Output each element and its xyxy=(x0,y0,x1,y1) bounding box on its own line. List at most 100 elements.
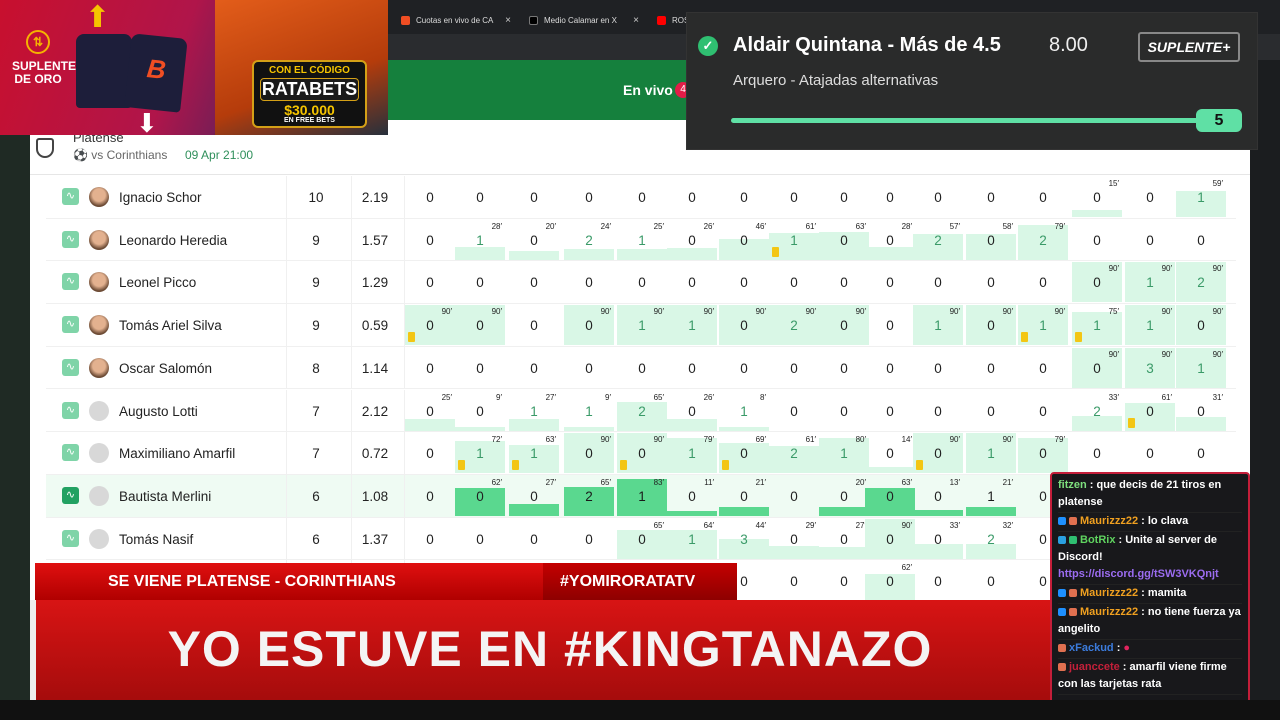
match-stat-cell[interactable]: 0 xyxy=(564,262,614,302)
match-stat-cell[interactable]: 1 90′ xyxy=(966,433,1016,474)
match-stat-cell[interactable]: 0 xyxy=(1176,220,1226,260)
match-stat-cell[interactable]: 1 90′ xyxy=(1125,305,1175,346)
match-stat-cell[interactable]: 0 90′ xyxy=(719,305,769,346)
browser-tab[interactable]: ROS xyxy=(651,10,773,30)
match-stat-cell[interactable]: 2 65′ xyxy=(564,476,614,516)
match-stat-cell[interactable]: 1 25′ xyxy=(617,220,667,260)
match-stat-cell[interactable]: 0 xyxy=(913,561,963,601)
match-stat-cell[interactable]: 0 xyxy=(564,348,614,388)
match-stat-cell[interactable]: 0 xyxy=(1018,476,1068,516)
match-stat-cell[interactable]: 0 33′ xyxy=(913,519,963,559)
match-stat-cell[interactable]: 0 xyxy=(509,177,559,217)
match-stat-cell[interactable]: 0 xyxy=(564,177,614,217)
match-stat-cell[interactable]: 0 31′ xyxy=(1176,391,1226,431)
match-stat-cell[interactable]: 0 xyxy=(913,177,963,217)
chart-icon[interactable]: ∿ xyxy=(62,273,79,291)
match-stat-cell[interactable]: 0 90′ xyxy=(966,305,1016,346)
match-stat-cell[interactable]: 0 xyxy=(719,561,769,601)
match-stat-cell[interactable]: 1 8′ xyxy=(719,391,769,431)
match-stat-cell[interactable]: 0 61′ xyxy=(1125,391,1175,431)
match-stat-cell[interactable]: 2 57′ xyxy=(913,220,963,260)
match-stat-cell[interactable]: 0 xyxy=(1018,348,1068,388)
match-stat-cell[interactable]: 0 xyxy=(617,177,667,217)
chart-icon[interactable]: ∿ xyxy=(62,444,79,462)
match-stat-cell[interactable]: 0 xyxy=(769,391,819,431)
match-stat-cell[interactable]: 1 90′ xyxy=(1125,262,1175,303)
match-stat-cell[interactable]: 0 46′ xyxy=(719,220,769,260)
match-stat-cell[interactable]: 0 xyxy=(966,348,1016,388)
match-stat-cell[interactable]: 0 14′ xyxy=(865,433,915,474)
match-stat-cell[interactable]: 0 xyxy=(966,561,1016,601)
player-row[interactable]: ∿ Tomás Ariel Silva 9 0.59 0 90′ 0 90′ 0 0 90′ 1 90′… xyxy=(46,304,1236,347)
match-stat-cell[interactable]: 0 90′ xyxy=(1176,305,1226,346)
player-row[interactable]: ∿ Tomás Nasif 6 1.37 0 0 0 0 0 65′ 1 64′ 3 44′ 0 29′ 0 27… xyxy=(46,517,1236,561)
match-stat-cell[interactable]: 0 62′ xyxy=(865,561,915,602)
match-stat-cell[interactable]: 3 90′ xyxy=(1125,347,1175,388)
match-stat-cell[interactable]: 0 90′ xyxy=(1072,262,1122,303)
match-stat-cell[interactable]: 0 xyxy=(913,348,963,388)
match-stat-cell[interactable]: 0 xyxy=(769,348,819,388)
match-stat-cell[interactable]: 0 xyxy=(865,262,915,302)
match-stat-cell[interactable]: 2 61′ xyxy=(769,433,819,474)
match-stat-cell[interactable]: 0 11′ xyxy=(667,476,717,516)
match-stat-cell[interactable]: 0 xyxy=(405,348,455,388)
match-stat-cell[interactable]: 2 32′ xyxy=(966,519,1016,559)
match-stat-cell[interactable]: 0 79′ xyxy=(1018,433,1068,474)
chart-icon[interactable]: ∿ xyxy=(62,316,79,334)
chat-username[interactable]: Maurizzz22 xyxy=(1080,515,1139,527)
match-stat-cell[interactable]: 0 xyxy=(405,433,455,473)
match-stat-cell[interactable]: 0 63′ xyxy=(819,220,869,260)
chat-username[interactable]: fitzen xyxy=(1058,479,1087,491)
chart-icon[interactable]: ∿ xyxy=(62,529,79,547)
match-stat-cell[interactable]: 0 58′ xyxy=(966,220,1016,260)
match-stat-cell[interactable]: 0 xyxy=(769,177,819,217)
match-stat-cell[interactable]: 1 27′ xyxy=(509,391,559,431)
player-name[interactable]: Leonardo Heredia xyxy=(119,232,228,248)
match-stat-cell[interactable]: 0 xyxy=(509,305,559,345)
player-row[interactable]: ∿ Leonel Picco 9 1.29 0 0 0 0 0 0 0 0 0 0 0 0 0 0 90′ 1 90′ 2… xyxy=(46,261,1236,305)
match-stat-cell[interactable]: 0 xyxy=(913,262,963,302)
player-name[interactable]: Tomás Nasif xyxy=(119,531,194,547)
match-stat-cell[interactable]: 0 90′ xyxy=(1072,347,1122,388)
match-stat-cell[interactable]: 0 28′ xyxy=(865,220,915,260)
chat-username[interactable]: Maurizzz22 xyxy=(1080,587,1139,599)
match-stat-cell[interactable]: 0 xyxy=(1125,177,1175,217)
match-stat-cell[interactable]: 0 63′ xyxy=(865,476,915,516)
match-stat-cell[interactable]: 1 9′ xyxy=(564,391,614,431)
match-stat-cell[interactable]: 0 xyxy=(405,262,455,302)
match-stat-cell[interactable]: 0 90′ xyxy=(865,518,915,559)
close-tab-icon[interactable]: × xyxy=(633,14,639,26)
match-stat-cell[interactable]: 0 xyxy=(1176,433,1226,473)
match-stat-cell[interactable]: 0 90′ xyxy=(564,433,614,474)
match-stat-cell[interactable]: 1 80′ xyxy=(819,433,869,474)
chart-icon[interactable]: ∿ xyxy=(62,188,79,205)
player-name[interactable]: Bautista Merlini xyxy=(119,488,212,504)
match-stat-cell[interactable]: 1 28′ xyxy=(455,220,505,260)
chart-icon[interactable]: ∿ xyxy=(62,358,79,376)
player-name[interactable]: Maximiliano Amarfil xyxy=(119,446,236,462)
browser-tab[interactable]: Cuotas en vivo de CA × xyxy=(395,10,517,30)
match-stat-cell[interactable]: 1 75′ xyxy=(1072,305,1122,346)
chart-icon[interactable]: ∿ xyxy=(62,230,79,248)
match-stat-cell[interactable]: 0 21′ xyxy=(719,476,769,516)
match-stat-cell[interactable]: 0 xyxy=(509,519,559,559)
match-stat-cell[interactable]: 1 79′ xyxy=(667,433,717,474)
match-stat-cell[interactable]: 0 90′ xyxy=(617,433,667,474)
match-stat-cell[interactable]: 2 65′ xyxy=(617,391,667,431)
match-stat-cell[interactable]: 0 xyxy=(769,561,819,601)
match-stat-cell[interactable]: 0 xyxy=(455,177,505,217)
match-stat-cell[interactable]: 0 xyxy=(617,262,667,302)
player-row[interactable]: ∿ Bautista Merlini 6 1.08 0 0 62′ 0 27′ 2 65′ 1 83′ 0… xyxy=(46,474,1236,518)
match-stat-cell[interactable]: 0 xyxy=(455,519,505,559)
match-stat-cell[interactable]: 0 xyxy=(865,305,915,345)
match-stat-cell[interactable]: 0 xyxy=(1072,220,1122,260)
player-name[interactable]: Augusto Lotti xyxy=(119,403,198,419)
chart-icon[interactable]: ∿ xyxy=(62,401,79,419)
match-stat-cell[interactable]: 0 xyxy=(405,220,455,260)
match-stat-cell[interactable]: 0 xyxy=(865,348,915,388)
player-row[interactable]: ∿ Augusto Lotti 7 2.12 0 25′ 0 9′ 1 27′ 1 9′ 2 65′ 0 26… xyxy=(46,389,1236,433)
match-stat-cell[interactable]: 0 xyxy=(719,262,769,302)
chat-username[interactable]: juanccete xyxy=(1069,661,1120,673)
match-stat-cell[interactable]: 0 29′ xyxy=(769,519,819,559)
match-stat-cell[interactable]: 0 xyxy=(1072,433,1122,473)
